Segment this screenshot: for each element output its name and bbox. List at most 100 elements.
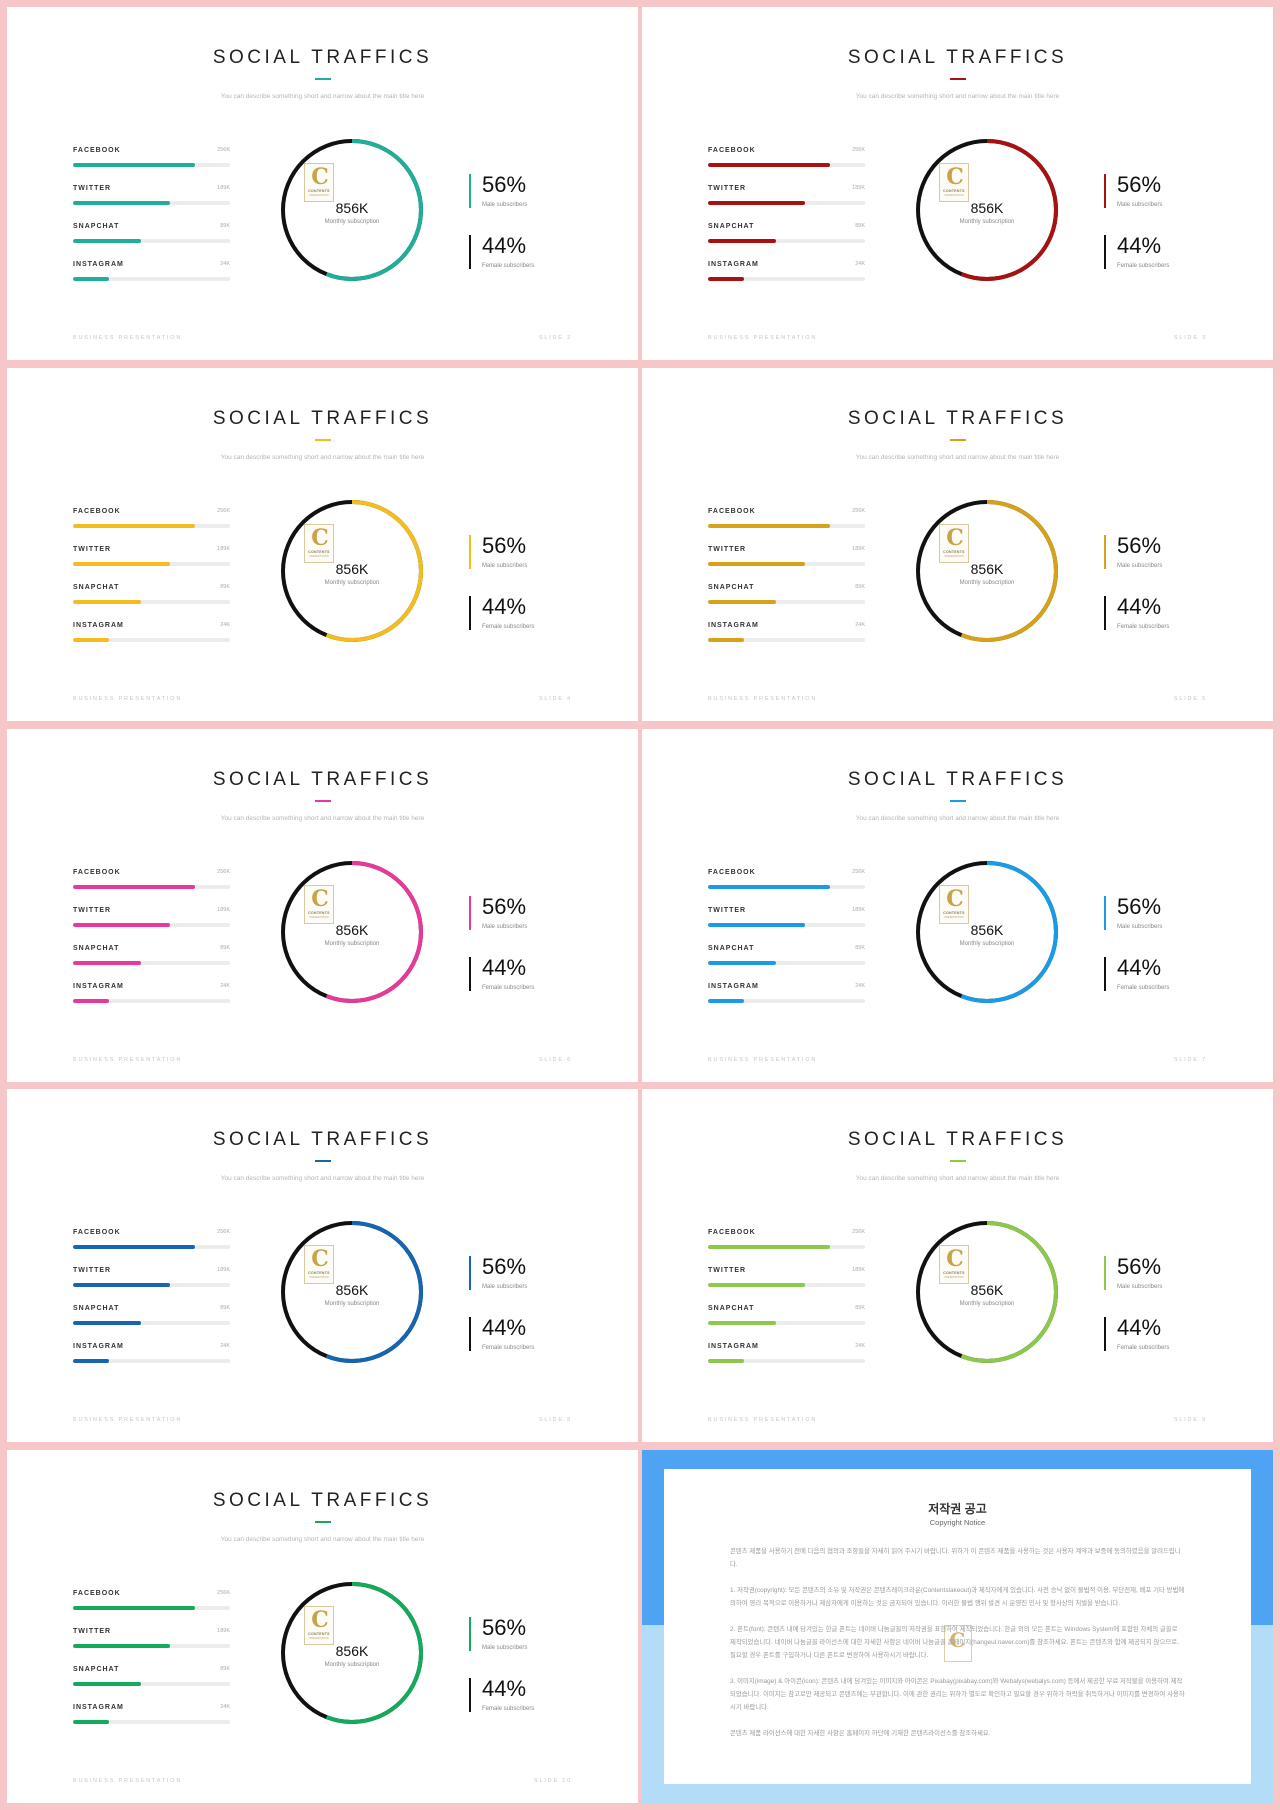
bar-fill [73, 163, 196, 167]
subscription-ring [281, 1221, 423, 1364]
ring-accent-arc [916, 1221, 1058, 1364]
bar-row: FACEBOOK 256K [73, 869, 230, 907]
bar-fill [708, 960, 776, 965]
bar-fill [708, 201, 806, 205]
bar-row: FACEBOOK 256K [73, 508, 230, 546]
bar-track [708, 922, 865, 927]
bar-name: INSTAGRAM [708, 1343, 759, 1351]
notice-paragraph: 콘텐츠 제품 라이선스에 대한 자세한 사항은 홈페이지 하단에 기재한 콘텐츠… [730, 1730, 991, 1737]
logo-icon: C [943, 1625, 972, 1662]
bar-value: 189K [852, 1267, 865, 1274]
male-stat-divider [469, 534, 471, 569]
female-label: Female subscribers [482, 1706, 535, 1712]
bar-row: SNAPCHAT 89K [708, 223, 865, 261]
bar-track [73, 561, 230, 566]
bar-value: 89K [855, 583, 865, 590]
bar-track [73, 637, 230, 642]
bar-name: TWITTER [708, 185, 747, 192]
slide-3[interactable]: SOCIAL TRAFFICS You can describe somethi… [642, 7, 1273, 360]
bar-track [708, 1283, 865, 1288]
bar-track [708, 523, 865, 528]
bar-value: 89K [220, 1666, 230, 1672]
bar-track [708, 599, 865, 604]
slide-title: SOCIAL TRAFFICS [212, 1490, 433, 1511]
bar-fill [73, 637, 110, 642]
slide-subtitle: You can describe something short and nar… [855, 453, 1060, 461]
bar-value: 256K [217, 507, 230, 514]
slide-7[interactable]: SOCIAL TRAFFICS You can describe somethi… [642, 728, 1273, 1082]
bar-name: TWITTER [73, 906, 112, 914]
bar-value: 256K [852, 868, 865, 875]
footer-left: BUSINESS PRESENTATION [73, 1778, 183, 1784]
bar-fill [708, 523, 831, 528]
bar-name: TWITTER [73, 1267, 112, 1275]
bar-fill [73, 922, 171, 927]
notice-title: 저작권 공고 [928, 1502, 987, 1516]
footer-slide-number: SLIDE 10 [534, 1778, 572, 1784]
bar-name: SNAPCHAT [708, 223, 755, 230]
logo-subtext: PRESENTATION [309, 1637, 329, 1640]
female-stat-divider [469, 595, 471, 630]
ring-label: Monthly subscription [959, 219, 1015, 225]
female-label: Female subscribers [1117, 984, 1170, 991]
ring-value: 856K [970, 1282, 1004, 1299]
logo-letter: C [949, 1628, 966, 1652]
bar-row: INSTAGRAM 24K [73, 1704, 230, 1742]
female-label: Female subscribers [482, 263, 535, 269]
bar-fill [73, 1606, 196, 1610]
bar-row: TWITTER 189K [73, 546, 230, 584]
bar-fill [708, 239, 776, 243]
slide-subtitle: You can describe something short and nar… [220, 93, 425, 100]
bar-fill [73, 277, 110, 281]
ring-accent-arc [281, 860, 423, 1003]
notice-subtitle: Copyright Notice [929, 1518, 986, 1527]
bar-value: 89K [855, 1305, 865, 1312]
bar-fill [708, 637, 745, 642]
logo-text: CONTENTS [943, 910, 965, 915]
bar-track [73, 201, 230, 205]
social-bars: FACEBOOK 256K TWITTER 189K SNAPCHAT 89K … [73, 869, 230, 1021]
slide-subtitle: You can describe something short and nar… [220, 1536, 425, 1543]
slide-6[interactable]: SOCIAL TRAFFICS You can describe somethi… [7, 728, 638, 1082]
ring-accent-arc [281, 139, 423, 281]
title-underline [314, 78, 331, 80]
slide-2[interactable]: SOCIAL TRAFFICS You can describe somethi… [7, 7, 638, 360]
bar-name: TWITTER [73, 545, 112, 553]
ring-label: Monthly subscription [324, 940, 380, 947]
logo-subtext: PRESENTATION [309, 915, 329, 919]
bar-name: TWITTER [708, 1267, 747, 1275]
bar-value: 24K [855, 261, 865, 267]
notice-card: 저작권 공고 Copyright Notice C 콘텐츠 제품을 사용하기 전… [664, 1469, 1251, 1784]
bar-name: TWITTER [708, 906, 747, 914]
notice-paragraph: 1. 저작권(copyright): 모든 콘텐츠의 소유 및 저작권은 콘텐츠… [730, 1587, 1185, 1607]
slide-5[interactable]: SOCIAL TRAFFICS You can describe somethi… [642, 367, 1273, 721]
bar-name: SNAPCHAT [708, 1305, 755, 1313]
bar-track [708, 1321, 865, 1326]
male-percent: 56% [1117, 532, 1162, 558]
male-percent: 56% [482, 1615, 527, 1640]
bar-name: INSTAGRAM [73, 621, 124, 629]
bar-track [73, 1606, 230, 1610]
slide-4[interactable]: SOCIAL TRAFFICS You can describe somethi… [7, 367, 638, 721]
bar-track [708, 637, 865, 642]
bar-track [73, 1682, 230, 1686]
ring-value: 856K [335, 200, 369, 216]
slide-9[interactable]: SOCIAL TRAFFICS You can describe somethi… [642, 1089, 1273, 1443]
logo-letter: C [946, 1246, 964, 1273]
bar-name: INSTAGRAM [73, 1343, 124, 1351]
social-bars: FACEBOOK 256K TWITTER 189K SNAPCHAT 89K … [73, 147, 230, 299]
bar-track [708, 960, 865, 965]
slide-10[interactable]: SOCIAL TRAFFICS You can describe somethi… [7, 1450, 638, 1803]
bar-name: SNAPCHAT [708, 583, 755, 591]
bar-row: TWITTER 189K [73, 185, 230, 223]
bar-row: TWITTER 189K [73, 907, 230, 945]
copyright-notice-slide[interactable]: 저작권 공고 Copyright Notice C 콘텐츠 제품을 사용하기 전… [642, 1450, 1273, 1803]
slide-8[interactable]: SOCIAL TRAFFICS You can describe somethi… [7, 1089, 638, 1443]
footer-slide-number: SLIDE 5 [1173, 695, 1207, 702]
bar-track [73, 277, 230, 281]
ring-value: 856K [970, 921, 1004, 938]
footer-left: BUSINESS PRESENTATION [73, 1417, 183, 1424]
bar-track [708, 201, 865, 205]
male-stat-divider [469, 174, 471, 208]
bar-fill [73, 1359, 110, 1364]
